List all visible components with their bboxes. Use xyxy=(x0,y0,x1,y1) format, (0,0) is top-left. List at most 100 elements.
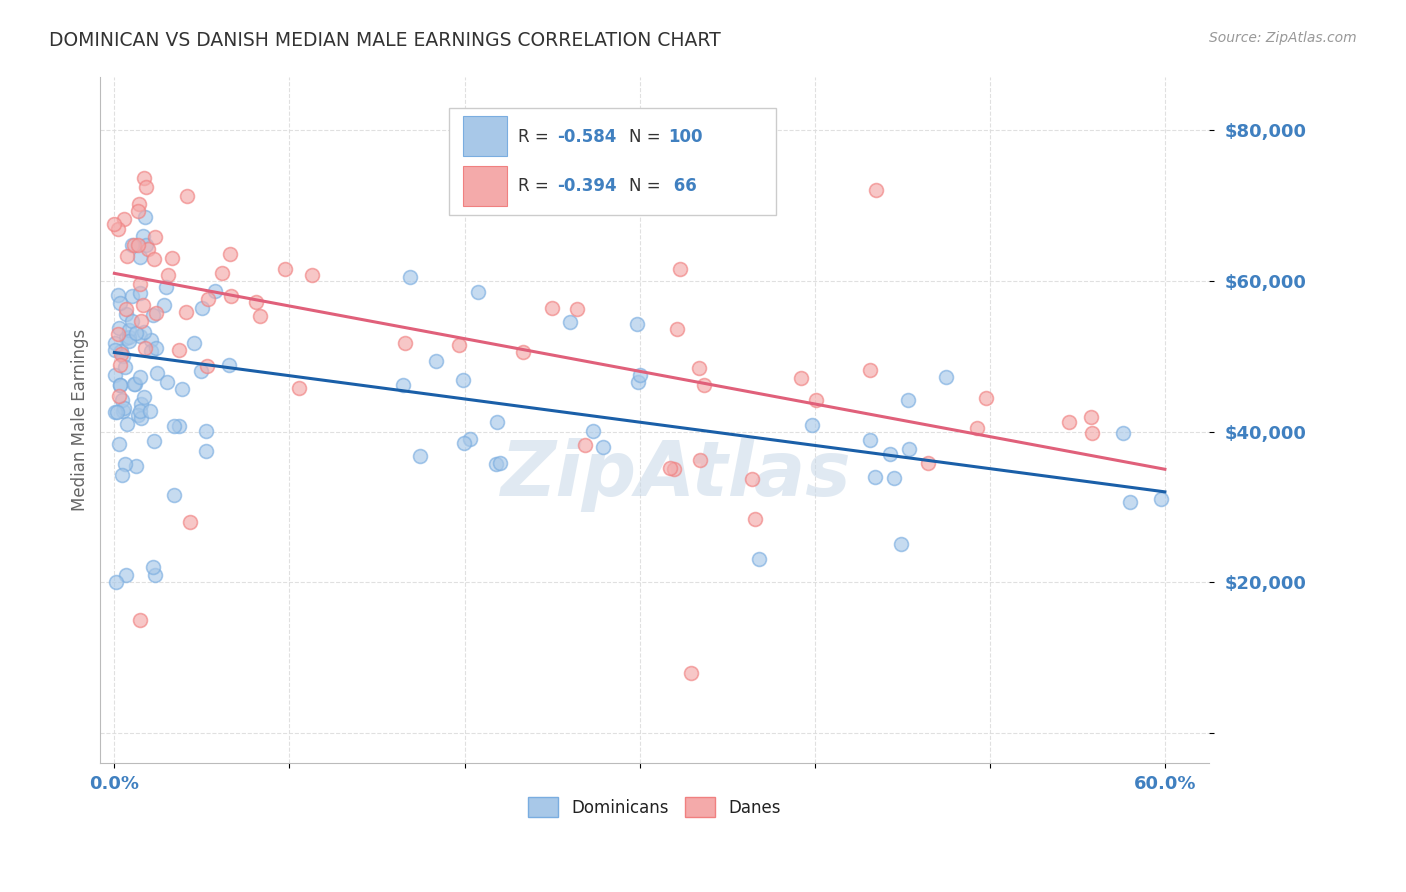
Point xyxy=(139,333,162,347)
Point xyxy=(565,301,588,316)
Point xyxy=(132,298,155,312)
Text: N =: N = xyxy=(628,177,666,194)
Point xyxy=(628,368,651,382)
Point xyxy=(486,415,509,429)
Text: ZipAtlas: ZipAtlas xyxy=(502,438,852,512)
Point xyxy=(110,295,132,310)
Point xyxy=(863,470,886,484)
Point xyxy=(197,359,219,373)
Point xyxy=(179,515,201,529)
Point xyxy=(103,217,125,231)
Text: 66: 66 xyxy=(668,177,696,194)
Point xyxy=(129,314,152,328)
FancyBboxPatch shape xyxy=(463,116,508,156)
Point xyxy=(540,301,562,316)
Point xyxy=(143,567,166,582)
Point xyxy=(163,488,186,502)
Point xyxy=(917,456,939,470)
Point xyxy=(574,438,596,452)
Point xyxy=(581,424,603,438)
Point xyxy=(117,330,139,344)
Point xyxy=(167,419,190,434)
Point xyxy=(748,551,770,566)
Point xyxy=(121,289,143,303)
Point xyxy=(1080,410,1102,425)
Point xyxy=(301,268,323,282)
Text: 100: 100 xyxy=(668,128,703,146)
Point xyxy=(176,189,198,203)
Point xyxy=(741,472,763,486)
Point xyxy=(163,419,186,434)
Point xyxy=(627,375,650,389)
Point xyxy=(111,467,134,482)
Point xyxy=(155,280,177,294)
Point xyxy=(114,331,136,345)
Point xyxy=(142,308,165,322)
Point xyxy=(110,358,132,372)
Point xyxy=(112,401,135,415)
Point xyxy=(681,665,703,680)
Point xyxy=(129,277,152,291)
Point xyxy=(134,170,156,185)
Point xyxy=(194,444,217,458)
Point xyxy=(129,404,152,418)
Point xyxy=(592,440,614,454)
Point xyxy=(127,237,149,252)
Point xyxy=(879,447,901,461)
Point xyxy=(108,389,131,403)
Point xyxy=(790,371,813,385)
Text: -0.584: -0.584 xyxy=(557,128,616,146)
Point xyxy=(115,249,138,263)
Point xyxy=(512,344,534,359)
Point xyxy=(143,434,166,449)
Point xyxy=(218,358,240,372)
Point xyxy=(107,288,129,302)
Point xyxy=(453,436,475,450)
Point xyxy=(125,326,148,341)
FancyBboxPatch shape xyxy=(450,108,776,215)
Point xyxy=(104,343,127,357)
Point xyxy=(129,250,152,264)
Point xyxy=(157,268,180,283)
Point xyxy=(1112,426,1135,441)
Point xyxy=(129,397,152,411)
Point xyxy=(135,179,157,194)
Point xyxy=(204,285,226,299)
Point xyxy=(1081,425,1104,440)
Point xyxy=(1057,415,1080,429)
Point xyxy=(467,285,489,300)
Point xyxy=(162,251,184,265)
Point xyxy=(107,321,129,335)
Point xyxy=(129,410,152,425)
Text: -0.394: -0.394 xyxy=(557,177,617,194)
Point xyxy=(121,314,143,328)
Point xyxy=(883,471,905,485)
Point xyxy=(966,421,988,435)
Point xyxy=(107,222,129,236)
Text: N =: N = xyxy=(628,128,666,146)
Point xyxy=(136,242,159,256)
Point xyxy=(118,334,141,349)
Point xyxy=(118,323,141,337)
Text: DOMINICAN VS DANISH MEDIAN MALE EARNINGS CORRELATION CHART: DOMINICAN VS DANISH MEDIAN MALE EARNINGS… xyxy=(49,31,721,50)
Point xyxy=(488,456,510,470)
Point xyxy=(135,237,157,252)
Point xyxy=(156,375,179,389)
Point xyxy=(127,203,149,218)
Point xyxy=(219,247,242,261)
Point xyxy=(669,262,692,277)
Point xyxy=(170,382,193,396)
Point xyxy=(174,305,197,319)
Point xyxy=(128,613,150,627)
Point xyxy=(800,417,823,432)
Point xyxy=(124,377,146,392)
Point xyxy=(560,315,582,329)
Point xyxy=(145,230,167,244)
Text: R =: R = xyxy=(519,128,554,146)
Point xyxy=(114,457,136,471)
Point xyxy=(132,228,155,243)
Point xyxy=(898,442,921,456)
Point xyxy=(134,341,156,355)
Point xyxy=(112,211,135,226)
Point xyxy=(104,405,127,419)
